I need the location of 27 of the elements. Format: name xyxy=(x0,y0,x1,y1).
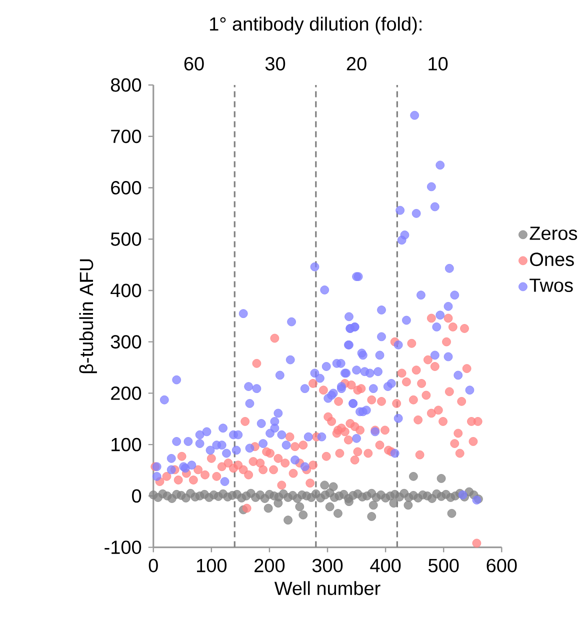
legend-label: Twos xyxy=(530,278,573,292)
x-tick-label: 400 xyxy=(370,558,401,572)
y-axis-title: β-tubulin AFU xyxy=(79,259,98,374)
x-tick-label: 300 xyxy=(312,558,343,572)
x-tick-label: 0 xyxy=(149,558,158,572)
text: 30 xyxy=(266,57,286,70)
legend-label: Ones xyxy=(530,252,574,266)
y-tick-label: 300 xyxy=(111,335,142,349)
y-tick-label: 700 xyxy=(111,130,142,144)
text: 60 xyxy=(184,57,204,70)
x-tick-label: 500 xyxy=(428,558,459,572)
x-tick-label: 200 xyxy=(254,558,285,572)
y-tick-label: 0 xyxy=(132,489,142,503)
legend-label: Zeros xyxy=(530,226,578,240)
y-tick-label: 200 xyxy=(111,386,142,400)
text: 10 xyxy=(428,57,448,70)
y-tick-label: 600 xyxy=(111,181,142,194)
y-tick-label: 500 xyxy=(111,232,142,246)
y-tick-label: 400 xyxy=(110,284,142,298)
x-axis-title: Well number xyxy=(274,581,380,596)
x-tick-label: 100 xyxy=(197,558,227,572)
y-tick-label: 100 xyxy=(112,438,142,452)
chart-title: 1° antibody dilution (fold): xyxy=(210,16,422,34)
text: 20 xyxy=(347,57,367,70)
x-tick-label: 600 xyxy=(486,558,517,572)
y-tick-label: 800 xyxy=(111,78,142,92)
y-tick-label: -100 xyxy=(104,540,142,554)
